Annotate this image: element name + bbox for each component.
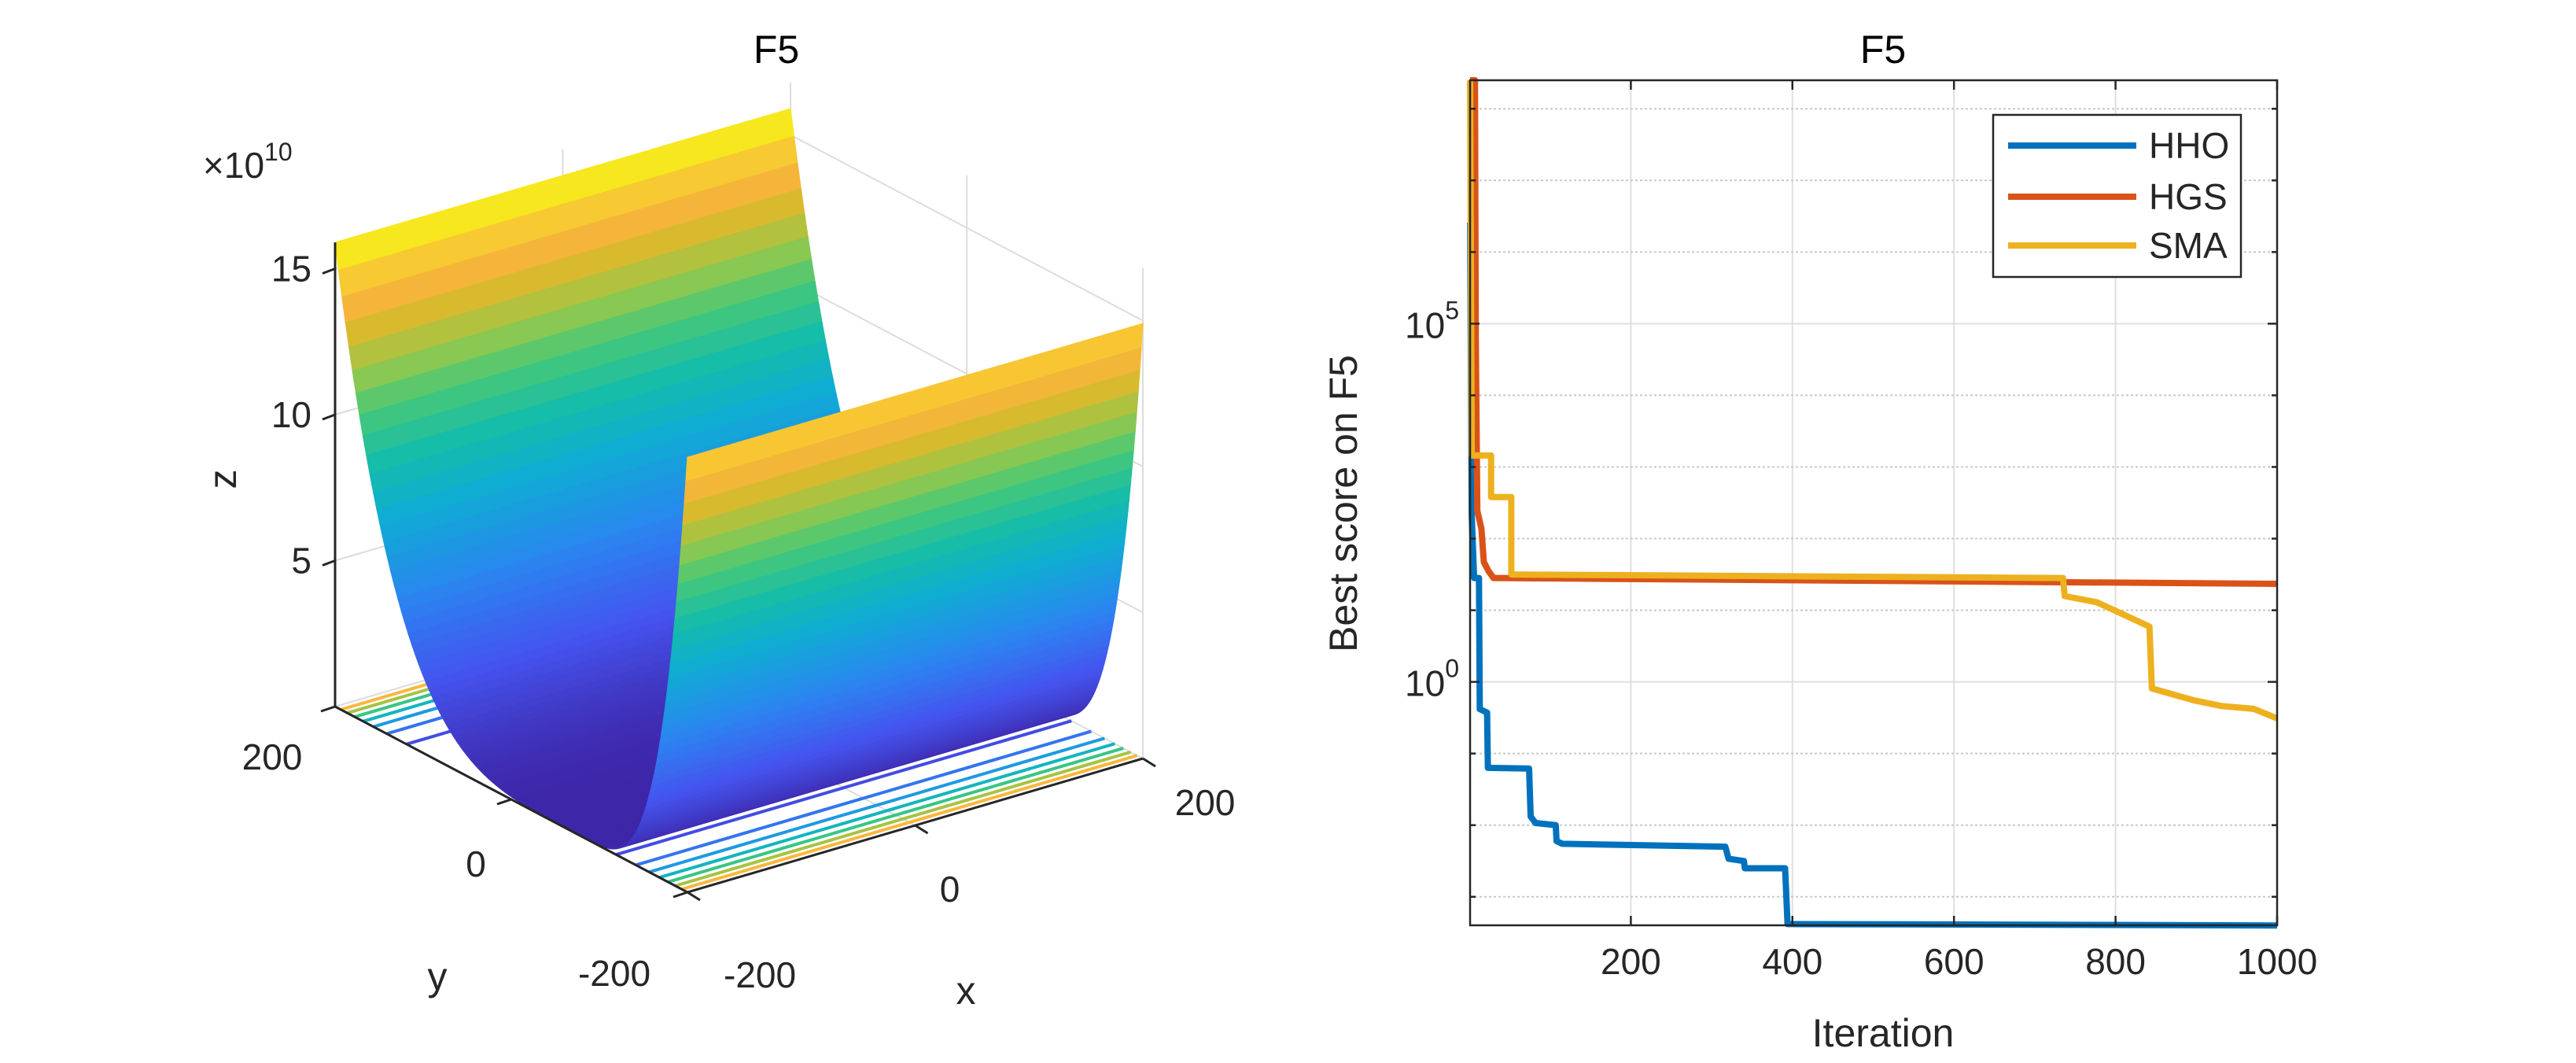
contour-line — [635, 729, 1092, 867]
x-tick-label: 200 — [1601, 941, 1661, 982]
legend-label-hho: HHO — [2149, 125, 2229, 166]
y-tick-label: 200 — [242, 736, 303, 777]
series-line-hho — [1467, 222, 2278, 929]
series-line-hgs — [1470, 77, 2278, 587]
contour-line — [615, 719, 1072, 857]
contour-line — [667, 746, 1124, 884]
y-tick — [320, 705, 336, 713]
axes-box — [1469, 79, 2279, 927]
contour-line — [658, 742, 1115, 880]
y-tick-label: -200 — [578, 953, 650, 994]
y-tick-label: 0 — [466, 843, 486, 884]
convergence-y-label: Best score on F5 — [1321, 355, 1365, 652]
z-multiplier-exponent: 10 — [264, 138, 293, 166]
surface-y-label: y — [428, 954, 448, 998]
convergence-series — [1467, 77, 2279, 929]
convergence-x-label: Iteration — [1812, 1011, 1955, 1055]
x-tick-label: 600 — [1924, 941, 1985, 982]
y-tick-label-exponent: 0 — [1445, 655, 1459, 683]
legend-label-sma: SMA — [2149, 225, 2228, 266]
surface-z-label: z — [201, 470, 245, 489]
y-tick-label-base: 10 — [1405, 663, 1445, 704]
x-tick-label: 0 — [940, 869, 960, 910]
z-tick-label: 10 — [271, 394, 311, 435]
x-tick — [914, 824, 929, 835]
contour-line — [648, 736, 1105, 874]
legend: HHO HGS SMA — [1992, 113, 2242, 279]
z-multiplier-base: ×10 — [203, 145, 264, 186]
surface-mesh — [334, 108, 1144, 850]
surface-face — [685, 323, 1144, 482]
z-multiplier: ×1010 — [203, 138, 293, 186]
z-tick — [322, 413, 336, 421]
z-tick — [322, 559, 336, 567]
surface-labels: F5 x y z ×1010 — [201, 28, 976, 1013]
x-tick-label: -200 — [724, 954, 796, 995]
legend-label-hgs: HGS — [2149, 176, 2228, 217]
convergence-title: F5 — [1860, 28, 1906, 72]
x-tick-label: 400 — [1762, 941, 1822, 982]
y-tick-label: 100 — [1405, 655, 1459, 704]
y-tick — [673, 891, 688, 899]
surface-title: F5 — [754, 28, 799, 72]
contour-line — [681, 754, 1138, 891]
surface-axes: 200 0 -200 -200 0 200 5 10 15 — [242, 242, 1236, 995]
y-tick-label: 105 — [1405, 296, 1459, 345]
z-tick-label: 5 — [291, 541, 311, 581]
x-tick-label: 800 — [2085, 941, 2146, 982]
z-tick-label: 15 — [271, 249, 311, 290]
x-tick-label: 1000 — [2237, 941, 2317, 982]
y-tick-label-base: 10 — [1405, 305, 1445, 345]
gridline — [790, 134, 1144, 322]
contour-line — [674, 750, 1132, 888]
x-tick — [687, 891, 701, 902]
z-tick — [322, 268, 336, 275]
y-tick-label-exponent: 5 — [1445, 296, 1459, 324]
x-tick — [1142, 757, 1156, 768]
y-tick — [496, 798, 512, 806]
surface-x-label: x — [956, 969, 976, 1013]
series-line-sma — [1467, 79, 2279, 722]
x-tick-label: 200 — [1175, 782, 1236, 823]
